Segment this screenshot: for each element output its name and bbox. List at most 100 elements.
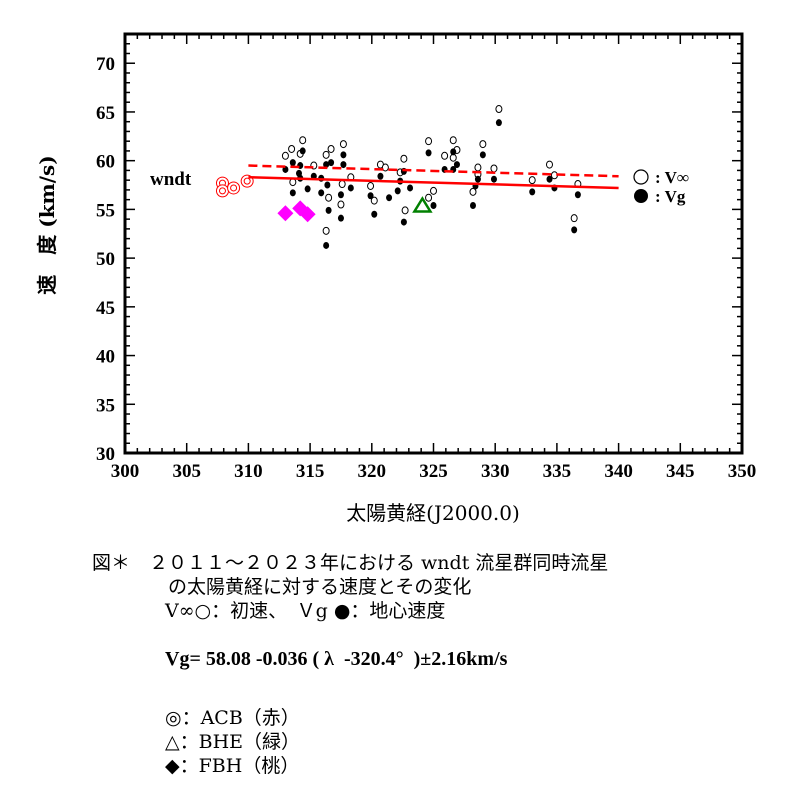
shower-label: wndt xyxy=(150,169,192,190)
vg-point xyxy=(474,175,481,183)
v-inf-point xyxy=(528,176,536,185)
vg-point xyxy=(295,169,302,177)
legend-acb: ◎：ACB（赤） xyxy=(165,707,300,729)
v-inf-point xyxy=(545,160,553,169)
v-inf-point xyxy=(479,140,487,149)
vg-point xyxy=(377,172,384,180)
vg-point xyxy=(495,119,502,127)
vg-point xyxy=(571,226,578,234)
acb-point-inner xyxy=(218,187,226,195)
vg-point xyxy=(546,175,553,183)
x-tick-label: 320 xyxy=(358,461,387,482)
x-tick-label: 315 xyxy=(296,461,325,482)
y-tick-label: 40 xyxy=(96,347,115,368)
vg-point xyxy=(367,192,374,200)
x-tick-label: 310 xyxy=(234,461,263,482)
v-inf-point xyxy=(337,200,345,209)
acb-point xyxy=(215,184,229,198)
v-inf-point xyxy=(327,144,335,153)
y-tick-label: 65 xyxy=(96,103,115,124)
vg-point xyxy=(289,189,296,197)
vg-point xyxy=(400,218,407,226)
y-axis-label: 速 度 (km/s) xyxy=(35,155,59,294)
x-tick-label: 325 xyxy=(419,461,448,482)
vg-point xyxy=(304,185,311,193)
v-inf-point xyxy=(325,193,333,202)
x-tick-label: 305 xyxy=(172,461,201,482)
v-inf-point xyxy=(425,137,433,146)
vg-point xyxy=(453,161,460,169)
vg-point xyxy=(328,159,335,167)
acb-point xyxy=(227,181,241,195)
v-inf-point xyxy=(281,151,289,160)
vg-point xyxy=(479,151,486,159)
trend-line xyxy=(248,175,619,190)
vg-point xyxy=(425,149,432,157)
vg-point xyxy=(299,147,306,155)
v-inf-point xyxy=(322,226,330,235)
x-tick-label: 345 xyxy=(666,461,695,482)
acb-point-inner xyxy=(243,177,251,185)
caption-line-3: V∞○：初速、 Ｖg ●：地心速度 xyxy=(165,600,446,622)
x-tick-label: 350 xyxy=(728,461,757,482)
vg-point xyxy=(574,191,581,199)
vg-point xyxy=(407,184,414,192)
vg-point xyxy=(340,151,347,159)
x-tick-label: 335 xyxy=(543,461,572,482)
v-inf-point xyxy=(570,214,578,223)
caption-line-1: 図＊ ２０１１～２０２３年における wndt 流星群同時流星 xyxy=(92,552,609,574)
vg-point xyxy=(430,201,437,209)
vg-point xyxy=(323,161,330,169)
v-inf-point xyxy=(490,164,498,173)
v-inf-point xyxy=(288,144,296,153)
bhe-point xyxy=(412,196,433,213)
y-tick-label: 70 xyxy=(96,54,115,75)
v-inf-point xyxy=(401,206,409,215)
v-inf-point xyxy=(322,150,330,159)
y-tick-label: 50 xyxy=(96,249,115,270)
vg-point xyxy=(529,188,536,196)
vg-point xyxy=(289,159,296,167)
trend-line xyxy=(248,164,619,178)
legend-fbh: ◆：FBH（桃） xyxy=(165,755,300,777)
x-tick-label: 330 xyxy=(481,461,510,482)
vg-point xyxy=(450,148,457,156)
x-tick-label: 340 xyxy=(604,461,633,482)
vg-point xyxy=(371,210,378,218)
x-axis-label: 太陽黄経(J2000.0) xyxy=(346,501,520,525)
fbh-point xyxy=(299,206,316,223)
fbh-point xyxy=(277,205,294,222)
legend-filled-circle-icon xyxy=(634,189,648,203)
vg-point xyxy=(337,214,344,222)
v-inf-point xyxy=(430,186,437,195)
vg-point xyxy=(469,201,476,209)
vg-point xyxy=(318,189,325,197)
y-tick-label: 60 xyxy=(96,152,115,173)
y-tick-label: 30 xyxy=(96,444,115,465)
v-inf-point xyxy=(299,136,307,145)
v-inf-point xyxy=(370,196,378,205)
x-tick-label: 300 xyxy=(111,461,140,482)
legend-open-circle-icon xyxy=(633,169,649,185)
legend-v-inf-label: : V∞ xyxy=(655,168,689,187)
y-tick-label: 55 xyxy=(96,200,115,221)
vg-point xyxy=(386,194,393,202)
v-inf-point xyxy=(339,140,347,149)
v-inf-point xyxy=(474,163,482,172)
v-inf-point xyxy=(495,105,503,114)
v-inf-point xyxy=(449,136,457,145)
caption-line-2: の太陽黄経に対する速度とその変化 xyxy=(168,576,472,598)
v-inf-point xyxy=(469,187,477,196)
vg-point xyxy=(340,161,347,169)
v-inf-point xyxy=(367,182,375,191)
legend-bhe: △：BHE（緑） xyxy=(165,731,301,753)
vg-point xyxy=(337,191,344,199)
vg-point xyxy=(394,187,401,195)
y-tick-label: 45 xyxy=(96,298,115,319)
y-tick-label: 35 xyxy=(96,395,115,416)
plot-frame xyxy=(123,32,744,455)
vg-point xyxy=(490,175,497,183)
vg-point xyxy=(324,181,331,189)
vg-point xyxy=(325,206,332,214)
